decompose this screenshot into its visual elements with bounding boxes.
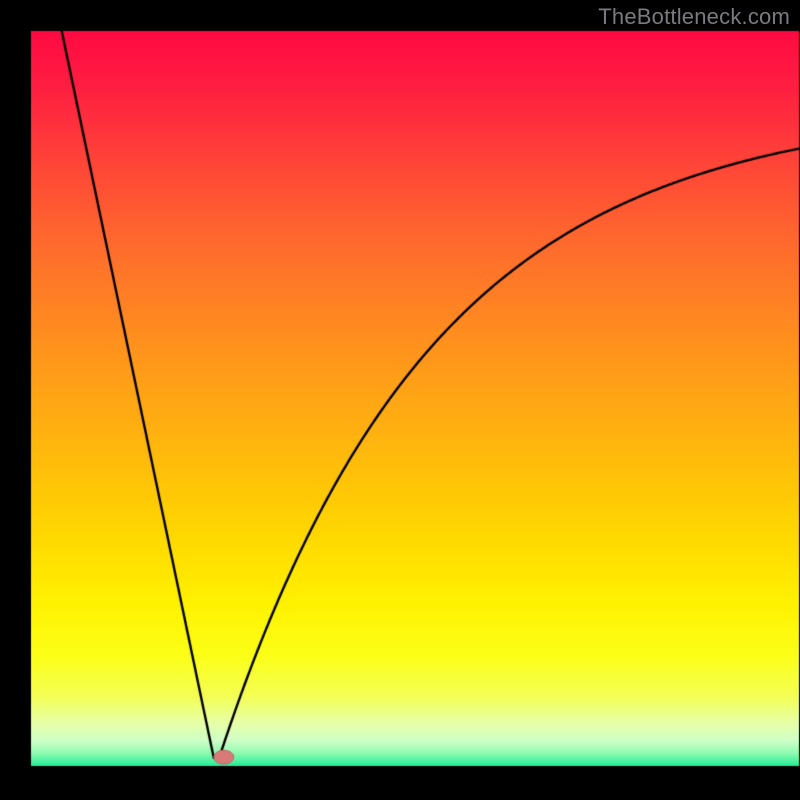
- bottleneck-chart-canvas: [0, 0, 800, 800]
- chart-container: TheBottleneck.com: [0, 0, 800, 800]
- watermark-label: TheBottleneck.com: [598, 4, 790, 30]
